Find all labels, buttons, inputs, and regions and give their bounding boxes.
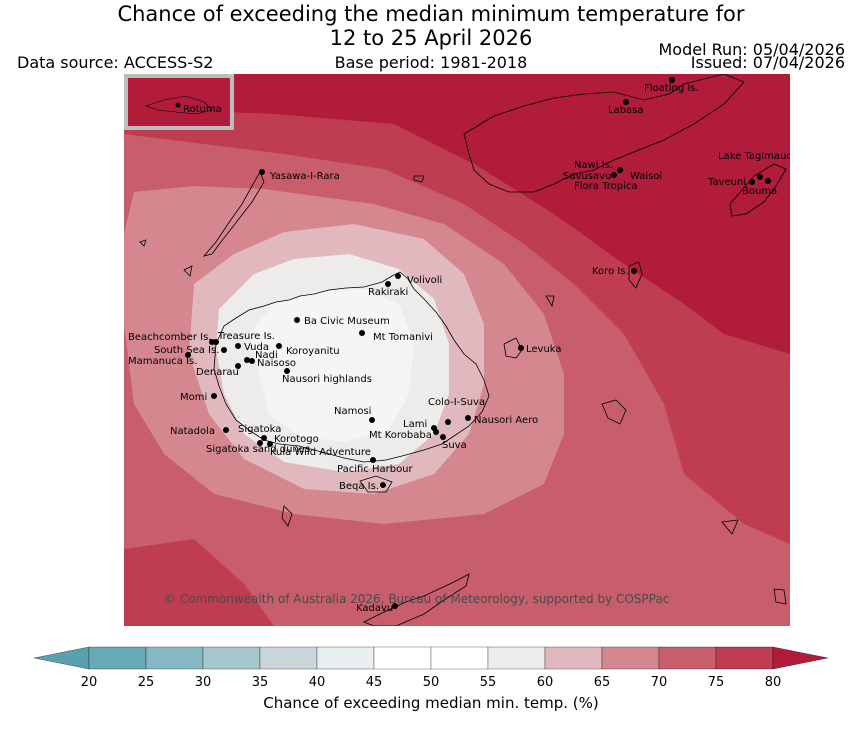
place-label: Lake Tagimaucia (718, 151, 790, 162)
colorbar-legend: 20 25 30 35 40 45 50 55 60 65 70 75 80 (30, 640, 830, 720)
data-source-label: Data source: ACCESS-S2 (17, 53, 214, 72)
colorbar-bin (316, 646, 375, 670)
place-label: Colo-I-Suva (428, 397, 485, 408)
place-label: Koroyanitu (286, 346, 340, 357)
place-label: Yasawa-I-Rara (269, 171, 340, 182)
colorbar-tick-label: 25 (138, 675, 155, 690)
place-label: Floating Is. (644, 83, 699, 94)
place-label: Waisoi (630, 171, 662, 182)
place-label: Savusavu (563, 171, 611, 182)
colorbar-tick-label: 30 (195, 675, 212, 690)
colorbar-bin (145, 646, 204, 670)
place-label: Nausori Aero (474, 415, 538, 426)
place-label: Suva (442, 440, 467, 451)
taveuni-coast (729, 163, 787, 217)
place-label: Mamanuca Is. (128, 356, 197, 367)
place-label: Nausori highlands (282, 374, 372, 385)
colorbar-bin (544, 646, 603, 670)
band-50-55 (249, 289, 414, 442)
place-label: Vuda (244, 342, 269, 353)
place-label: Ba Civic Museum (304, 316, 390, 327)
colorbar-bin (430, 646, 489, 670)
place-label: Koro Is. (592, 266, 629, 277)
place-label: Treasure Is. (217, 331, 275, 342)
colorbar-bin (202, 646, 261, 670)
place-label: Kula Wild Adventure (270, 447, 371, 458)
place-label: Mt Tomanivi (373, 332, 433, 343)
place-label: Nadi (255, 350, 278, 361)
colorbar-bin (715, 646, 774, 670)
colorbar-bin (259, 646, 318, 670)
colorbar-bin (88, 646, 147, 670)
colorbar-bin (658, 646, 717, 670)
place-label: Denarau (196, 367, 239, 378)
base-period-label: Base period: 1981-2018 (334, 53, 528, 72)
place-label: Taveuni (707, 177, 746, 188)
place-label: Labasa (608, 105, 644, 116)
ovalau-coast (503, 337, 523, 359)
colorbar-tick-label: 55 (480, 675, 497, 690)
yasawa-coast (202, 171, 265, 257)
colorbar-bin (601, 646, 660, 670)
colorbar-over-arrow (772, 646, 829, 670)
inset-map (124, 74, 234, 130)
colorbar-tick-label: 35 (252, 675, 269, 690)
place-labels: Floating Is. Labasa Yasawa-I-Rara Nawi I… (128, 83, 790, 614)
place-label: Mt Korobaba (369, 430, 432, 441)
place-label: Naisoso (257, 358, 296, 369)
place-label: Natadola (170, 426, 215, 437)
colorbar-tick-label: 60 (537, 675, 554, 690)
issued-label: Issued: 07/04/2026 (690, 53, 845, 72)
colorbar-tick-label: 50 (423, 675, 440, 690)
place-label: Flora Tropica (574, 181, 637, 192)
place-label: Nawi Is. (574, 160, 613, 171)
koro-coast (628, 261, 643, 289)
place-label: Lami (403, 419, 427, 430)
place-label: Bouma (742, 186, 777, 197)
place-label: Sigatoka (238, 424, 281, 435)
colorbar-tick-label: 70 (651, 675, 668, 690)
probability-map: Rotuma (124, 74, 790, 626)
colorbar-bin (487, 646, 546, 670)
colorbar-tick-label: 65 (594, 675, 611, 690)
colorbar-tick-label: 45 (366, 675, 383, 690)
place-label: Pacific Harbour (337, 464, 414, 475)
kadavu-coast (363, 573, 470, 626)
place-label: Volivoli (407, 275, 442, 286)
place-label: Levuka (526, 344, 562, 355)
copyright-notice: © Commonwealth of Australia 2026, Bureau… (164, 592, 669, 606)
colorbar-tick-label: 40 (309, 675, 326, 690)
place-label: Beqa Is. (339, 481, 379, 492)
vanua-levu-coast (463, 74, 745, 193)
beqa-coast (359, 475, 393, 493)
colorbar-bin (373, 646, 432, 670)
viti-levu-coast (213, 271, 490, 463)
colorbar-label: Chance of exceeding median min. temp. (%… (263, 694, 599, 712)
coastlines (139, 74, 787, 626)
small-islands (139, 175, 787, 605)
colorbar-tick-label: 80 (765, 675, 782, 690)
map-title: Chance of exceeding the median minimum t… (117, 2, 745, 50)
place-label: Sigatoka sand dunes (206, 444, 310, 455)
place-label: Beachcomber Is. (128, 332, 211, 343)
colorbar-tick-label: 75 (708, 675, 725, 690)
colorbar-tick-label: 20 (81, 675, 98, 690)
inset-label: Rotuma (183, 104, 222, 115)
place-label: Kadavu (356, 603, 393, 614)
place-label: Momi (180, 392, 207, 403)
place-markers (185, 77, 771, 609)
place-label: Korotogo (274, 434, 319, 445)
colorbar-under-arrow (33, 646, 90, 670)
place-label: Namosi (334, 406, 371, 417)
place-label: Rakiraki (368, 287, 408, 298)
model-run-label: Model Run: 05/04/2026 (658, 40, 846, 59)
place-label: South Sea Is. (154, 345, 219, 356)
